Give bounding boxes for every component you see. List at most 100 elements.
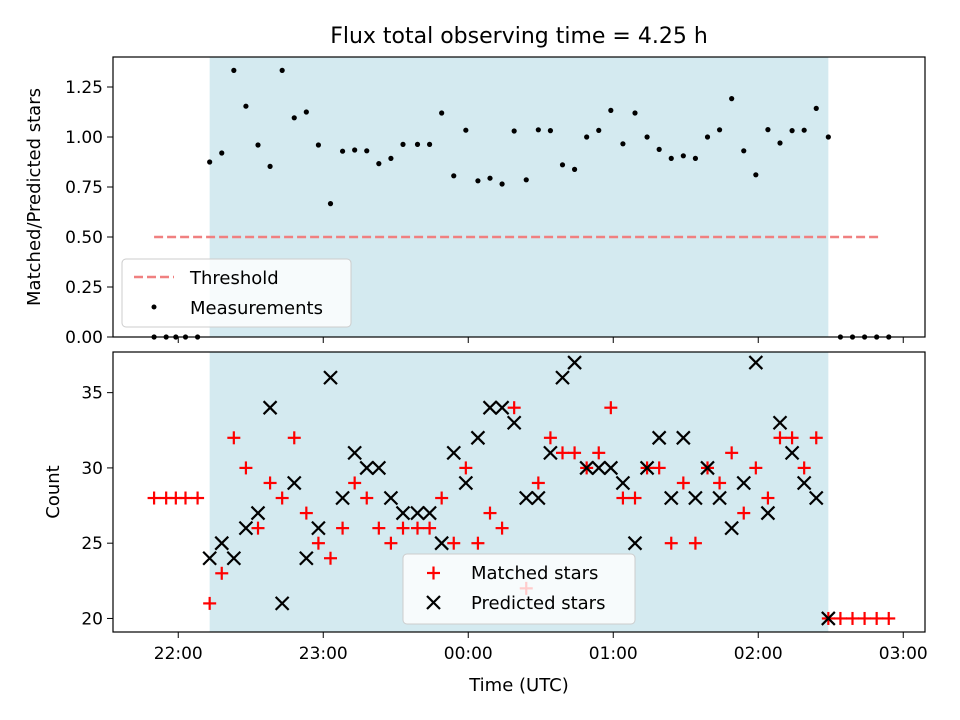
predicted-star-marker xyxy=(359,460,375,476)
bottom-ytick-label: 30 xyxy=(81,459,103,479)
bottom-legend-box xyxy=(402,553,636,625)
predicted-star-marker xyxy=(651,430,667,446)
matched-star-marker xyxy=(324,551,337,565)
predicted-star-marker xyxy=(712,490,727,506)
bottom-ytick-label: 20 xyxy=(81,609,103,629)
measurement-point xyxy=(632,110,638,116)
predicted-star-marker xyxy=(579,460,594,476)
measurement-point xyxy=(303,109,309,115)
predicted-star-marker xyxy=(422,505,437,521)
matched-star-marker xyxy=(688,536,702,550)
bottom-xtick-label: 00:00 xyxy=(444,644,493,664)
measurement-point xyxy=(559,162,566,168)
matched-star-marker xyxy=(384,536,398,550)
predicted-star-marker xyxy=(518,490,534,506)
measurement-point xyxy=(644,134,650,140)
measurement-point xyxy=(451,173,457,179)
measurement-point xyxy=(400,141,406,147)
predicted-star-marker xyxy=(250,505,266,521)
measurement-point xyxy=(741,148,747,154)
measurement-point xyxy=(364,148,370,154)
predicted-star-marker xyxy=(808,490,824,506)
matched-star-marker xyxy=(311,536,325,550)
matched-star-marker xyxy=(411,521,424,535)
measurement-point xyxy=(535,127,541,133)
predicted-star-marker xyxy=(335,490,350,506)
legend-measurements-swatch xyxy=(151,304,157,310)
bottom-xtick-label: 23:00 xyxy=(299,644,348,664)
matched-star-marker xyxy=(396,521,410,535)
matched-star-marker xyxy=(147,491,161,505)
matched-star-marker xyxy=(870,611,884,625)
bottom-xtick-label: 01:00 xyxy=(589,644,638,664)
matched-star-marker xyxy=(471,536,485,550)
predicted-star-marker xyxy=(347,445,362,461)
matched-star-marker xyxy=(275,491,289,505)
matched-star-marker xyxy=(749,461,763,475)
predicted-star-marker xyxy=(494,400,510,415)
matched-star-marker xyxy=(543,431,557,445)
matched-star-marker xyxy=(737,506,751,520)
predicted-star-marker xyxy=(383,490,399,506)
predicted-star-marker xyxy=(458,475,474,491)
predicted-star-marker xyxy=(700,460,715,476)
measurement-point xyxy=(789,128,795,134)
top-yticks: 0.00 0.25 0.50 0.75 1.00 1.25 xyxy=(65,78,113,348)
measurement-point xyxy=(547,128,554,134)
predicted-star-marker xyxy=(202,550,217,566)
measurement-point xyxy=(777,140,783,146)
measurement-point xyxy=(231,67,237,73)
measurement-point xyxy=(825,134,831,140)
measurement-point xyxy=(388,155,394,161)
top-ytick-label: 0.25 xyxy=(65,278,103,298)
measurement-point xyxy=(596,127,602,133)
predicted-star-marker xyxy=(676,430,691,446)
matched-star-marker xyxy=(556,446,569,460)
top-ytick-label: 1.00 xyxy=(65,128,103,148)
predicted-star-marker xyxy=(371,460,387,476)
predicted-star-marker xyxy=(262,400,278,415)
measurement-point xyxy=(291,115,297,121)
top-ytick-label: 0.50 xyxy=(65,228,103,248)
measurement-point xyxy=(753,172,759,178)
predicted-star-marker xyxy=(395,505,411,521)
measurement-point xyxy=(704,134,711,140)
predicted-star-marker xyxy=(663,490,679,506)
bottom-legend: Matched stars Predicted stars xyxy=(402,553,636,625)
measurement-point xyxy=(339,148,346,154)
measurement-point xyxy=(801,127,807,133)
measurement-point xyxy=(571,166,578,172)
matched-star-marker xyxy=(191,491,205,505)
predicted-star-marker xyxy=(446,445,462,461)
predicted-star-marker xyxy=(214,535,230,551)
bottom-points-layer xyxy=(147,355,896,626)
matched-star-marker xyxy=(833,611,847,625)
matched-star-marker xyxy=(239,461,253,475)
measurement-point xyxy=(620,141,626,147)
matched-star-marker xyxy=(846,611,859,625)
matched-star-marker xyxy=(287,431,301,445)
top-xticks xyxy=(177,337,904,343)
measurement-point xyxy=(207,159,213,165)
bottom-xtick-label: 02:00 xyxy=(734,644,783,664)
measurement-point xyxy=(414,141,421,147)
predicted-star-marker xyxy=(274,596,290,611)
legend-threshold-label: Threshold xyxy=(189,268,279,289)
predicted-star-marker xyxy=(531,490,546,506)
matched-star-marker xyxy=(203,596,217,610)
matched-star-marker xyxy=(435,491,449,505)
measurement-point xyxy=(279,67,285,73)
predicted-star-marker xyxy=(736,475,752,491)
matched-star-marker xyxy=(568,446,582,460)
legend-matched-swatch xyxy=(427,566,440,580)
predicted-star-marker xyxy=(688,490,703,506)
top-panel: 0.00 0.25 0.50 0.75 1.00 1.25 Matched/Predict… xyxy=(24,56,926,348)
predicted-star-marker xyxy=(226,550,242,566)
measurement-point xyxy=(315,142,322,148)
matched-star-marker xyxy=(263,476,277,490)
legend-matched-label: Matched stars xyxy=(471,563,598,584)
measurement-point xyxy=(584,134,590,140)
measurement-point xyxy=(327,201,334,207)
matched-star-marker xyxy=(531,476,545,490)
bottom-ytick-label: 35 xyxy=(81,384,103,404)
